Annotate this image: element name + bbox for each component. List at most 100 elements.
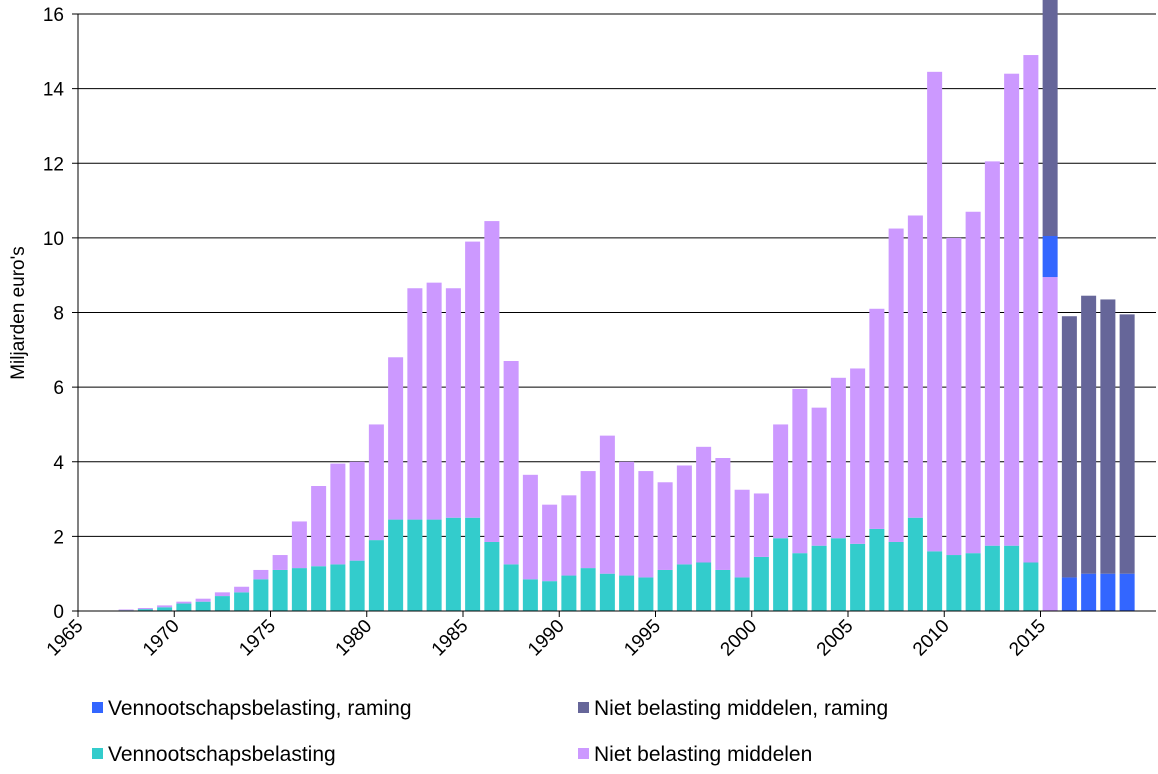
- bar-1989-series-1: [542, 504, 558, 582]
- bar-2006-series-1: [869, 308, 885, 529]
- bar-1979-series-1: [349, 461, 365, 561]
- bar-1991-series-1: [580, 471, 596, 569]
- legend-label-0: Vennootschapsbelasting, raming: [108, 697, 412, 720]
- bar-1975-series-1: [272, 555, 288, 570]
- bar-2012-series-0: [984, 545, 1000, 611]
- bar-2016-series-2: [1061, 577, 1077, 611]
- x-tick-labels: 1965 1970 1975 1980 1985 1990 1995 2000 2005 2010…: [43, 616, 1050, 661]
- bar-1987-series-0: [503, 564, 519, 611]
- bar-1988-series-0: [522, 579, 538, 611]
- bar-1974-series-0: [253, 579, 269, 611]
- bar-2018-series-2: [1100, 573, 1116, 611]
- x-tick-label-10: 2015: [1005, 616, 1050, 661]
- legend-swatch-1: [578, 702, 589, 713]
- bar-2015-series-2: [1042, 236, 1058, 278]
- x-tick-label-0: 1965: [43, 616, 88, 661]
- bar-2007-series-0: [888, 541, 904, 611]
- bar-1990-series-1: [561, 495, 577, 576]
- bar-1986-series-1: [484, 221, 500, 542]
- bar-1999-series-1: [734, 489, 750, 578]
- x-tick-label-6: 1995: [620, 616, 665, 661]
- bar-1973-series-1: [234, 586, 250, 593]
- bar-2014-series-1: [1023, 55, 1039, 563]
- bar-1997-series-1: [696, 446, 712, 563]
- bar-1971-series-0: [195, 601, 211, 611]
- bar-2006-series-0: [869, 528, 885, 611]
- gridlines: [78, 13, 1156, 612]
- bar-1981-series-1: [388, 357, 404, 520]
- axes: [72, 13, 1156, 617]
- bar-2003-series-0: [811, 545, 827, 611]
- bar-2002-series-1: [792, 388, 808, 554]
- bar-1969-series-0: [157, 607, 173, 611]
- bar-2013-series-0: [1004, 545, 1020, 611]
- bar-1998-series-0: [715, 569, 731, 611]
- bar-1978-series-1: [330, 463, 346, 565]
- bar-2001-series-0: [773, 538, 789, 611]
- bar-1974-series-1: [253, 569, 269, 580]
- y-tick-label-4: 8: [53, 304, 64, 325]
- bar-1970-series-0: [176, 603, 192, 611]
- y-tick-labels: 0 2 4 6 8 10 12 14 16: [43, 5, 65, 623]
- x-tick-label-3: 1980: [332, 616, 377, 661]
- bar-2007-series-1: [888, 228, 904, 542]
- bar-1992-series-1: [599, 435, 615, 574]
- bar-1971-series-1: [195, 598, 211, 602]
- bar-1976-series-1: [291, 521, 307, 569]
- bar-1970-series-1: [176, 601, 192, 604]
- bar-2000-series-0: [753, 556, 769, 611]
- x-tick-label-7: 2000: [717, 616, 762, 661]
- bar-1986-series-0: [484, 541, 500, 611]
- bar-2010-series-1: [946, 237, 962, 556]
- bar-2004-series-0: [830, 538, 846, 611]
- y-tick-label-8: 16: [43, 5, 64, 26]
- legend-swatch-2: [92, 748, 103, 759]
- bar-1996-series-1: [676, 465, 692, 565]
- bar-1984-series-0: [445, 517, 461, 611]
- bar-1972-series-1: [214, 592, 230, 597]
- bar-2004-series-1: [830, 377, 846, 539]
- y-tick-label-7: 14: [43, 80, 65, 101]
- bar-1980-series-1: [368, 424, 384, 541]
- bar-2000-series-1: [753, 493, 769, 557]
- bar-2012-series-1: [984, 161, 1000, 546]
- bar-1994-series-1: [638, 471, 654, 578]
- bar-1976-series-0: [291, 568, 307, 611]
- bar-1985-series-0: [465, 517, 481, 611]
- y-tick-label-6: 12: [43, 154, 64, 175]
- bar-1967-series-1: [118, 609, 134, 611]
- bar-1985-series-1: [465, 241, 481, 518]
- bar-1995-series-1: [657, 482, 673, 570]
- x-tick-label-8: 2005: [813, 616, 858, 661]
- x-tick-label-1: 1970: [139, 616, 184, 661]
- y-tick-label-3: 6: [53, 378, 64, 399]
- bar-1997-series-0: [696, 562, 712, 611]
- bar-2005-series-0: [850, 543, 866, 611]
- bar-1996-series-0: [676, 564, 692, 611]
- bar-1981-series-0: [388, 519, 404, 611]
- bar-2010-series-0: [946, 555, 962, 611]
- y-tick-label-1: 2: [53, 527, 64, 548]
- bar-1977-series-1: [311, 486, 327, 567]
- bar-2016-series-3: [1061, 316, 1077, 578]
- bars: [99, 0, 1135, 611]
- bar-2017-series-2: [1081, 573, 1097, 611]
- y-tick-label-5: 10: [43, 229, 64, 250]
- legend-label-3: Niet belasting middelen: [594, 743, 812, 766]
- bar-2019-series-3: [1119, 314, 1135, 574]
- bar-1972-series-0: [214, 596, 230, 611]
- bar-2015-series-3: [1042, 0, 1058, 237]
- bar-2009-series-1: [927, 71, 943, 552]
- bar-1990-series-0: [561, 575, 577, 611]
- bar-1973-series-0: [234, 592, 250, 611]
- bar-2019-series-2: [1119, 573, 1135, 611]
- bar-1998-series-1: [715, 458, 731, 570]
- x-tick-label-9: 2010: [909, 616, 954, 661]
- bar-1989-series-0: [542, 581, 558, 611]
- bar-2017-series-3: [1081, 295, 1097, 574]
- bar-1983-series-1: [426, 282, 442, 520]
- y-tick-label-2: 4: [53, 453, 64, 474]
- bar-2009-series-0: [927, 551, 943, 611]
- bar-2008-series-0: [907, 517, 923, 611]
